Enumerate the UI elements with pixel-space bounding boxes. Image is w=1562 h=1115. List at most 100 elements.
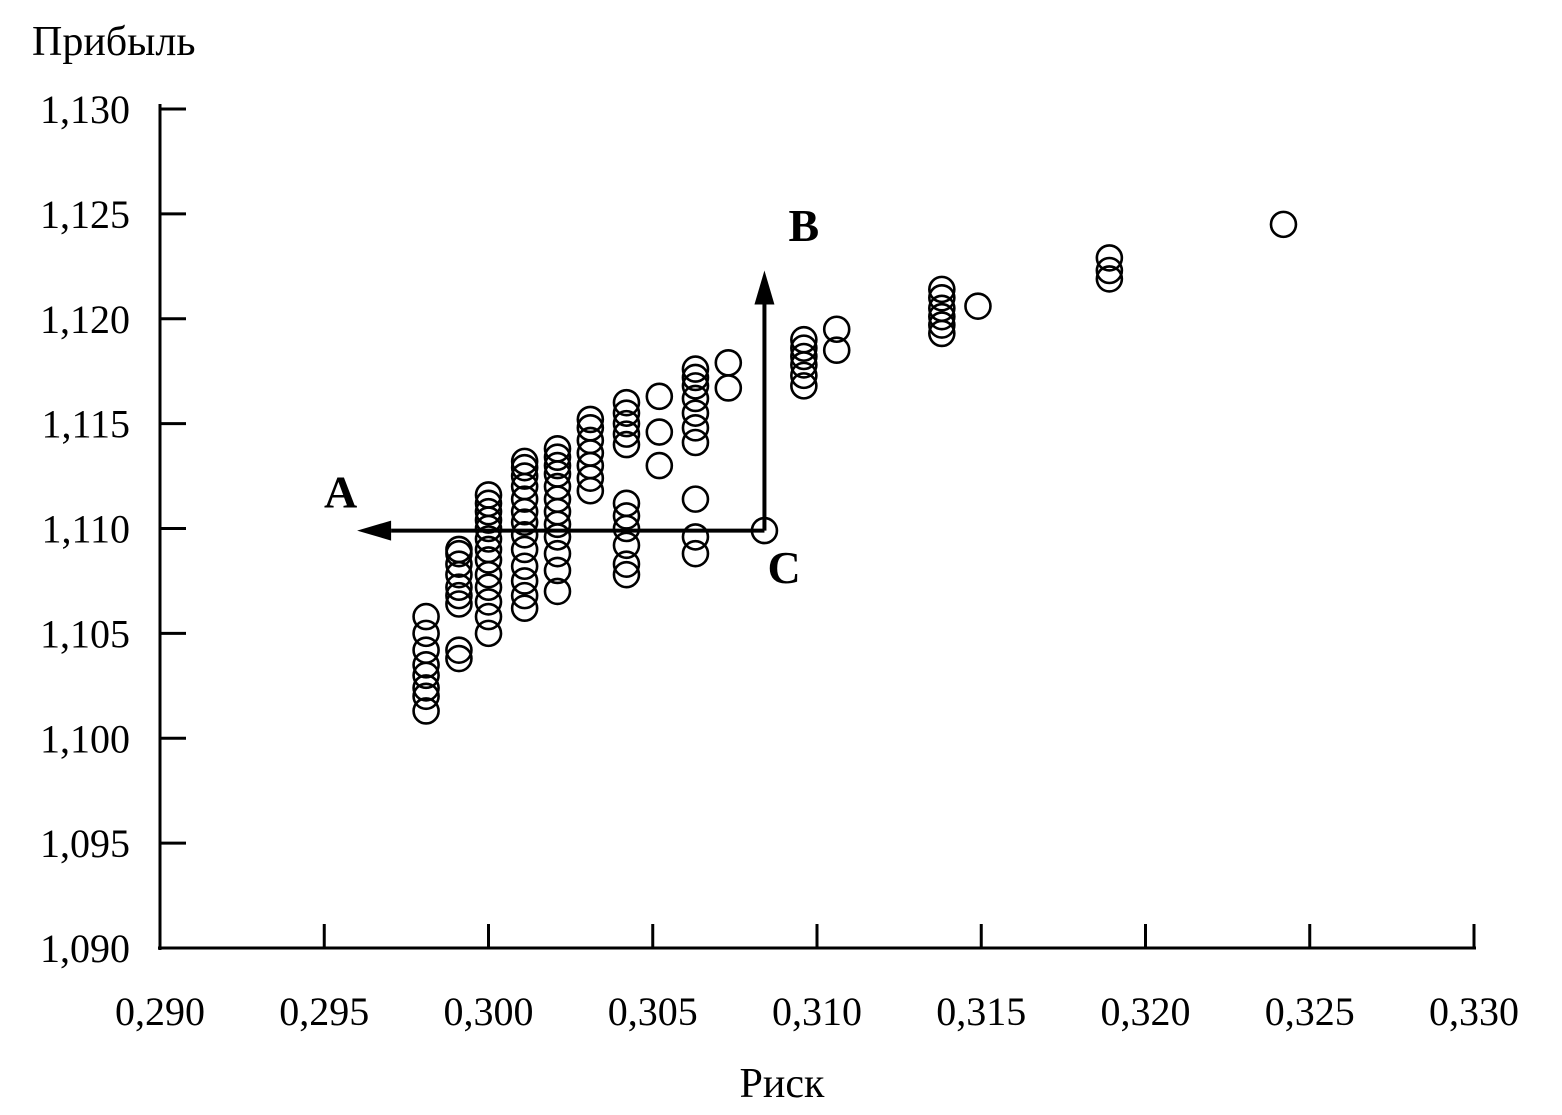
x-tick-label: 0,325 [1265,989,1355,1034]
data-point [412,636,440,664]
point-annotations: A B C [324,200,819,593]
data-point [928,311,956,339]
data-point [681,363,710,392]
data-point [1095,244,1124,272]
x-ticks: 0,290 0,295 0,300 0,305 0,310 0,315 0,320 0,325… [115,924,1519,1034]
data-point [612,399,641,427]
scatter-points [412,210,1298,725]
data-point [510,508,539,537]
data-point [510,594,539,623]
data-point [543,556,572,585]
y-tick-label: 1,105 [40,611,130,656]
data-point [681,399,710,427]
x-tick-label: 0,310 [772,989,862,1034]
x-tick-label: 0,330 [1429,989,1519,1034]
data-point [445,590,473,618]
data-point [510,520,539,549]
data-point [510,453,539,482]
y-tick-label: 1,125 [40,192,130,237]
data-point [612,430,641,459]
data-point [790,361,818,390]
data-point [790,325,818,354]
data-point [1095,256,1124,285]
x-tick-label: 0,315 [936,989,1026,1034]
y-tick-label: 1,100 [40,716,130,761]
y-tick-label: 1,120 [40,297,130,342]
data-point [645,382,674,411]
data-point [412,602,440,631]
data-point [412,651,440,679]
data-point [790,342,818,371]
data-point [474,497,503,526]
data-point [790,334,818,362]
data-point [612,550,641,578]
data-point [543,443,572,471]
data-point [576,414,605,442]
data-point [576,426,605,455]
data-point [645,418,674,446]
data-point [474,525,503,553]
data-point [822,336,851,365]
data-point [681,523,710,551]
data-point [445,573,473,602]
x-tick-label: 0,305 [608,989,698,1034]
data-point [714,348,743,377]
annotation-label-c: C [768,542,801,593]
data-point [445,636,473,664]
y-tick-label: 1,095 [40,821,130,866]
x-tick-label: 0,295 [279,989,369,1034]
data-point [510,581,539,610]
data-point [543,451,572,480]
data-point [612,502,641,530]
y-ticks: 1,090 1,095 1,100 1,105 1,110 1,115 1,120 1,125… [40,87,186,971]
data-point [1269,210,1298,239]
data-point [543,472,572,501]
data-point [928,294,956,323]
data-point [1095,265,1124,293]
y-tick-label: 1,130 [40,87,130,132]
data-point [790,372,818,400]
data-point [510,447,539,476]
data-point [445,581,473,610]
data-point [681,539,710,568]
y-tick-label: 1,115 [41,402,130,447]
y-tick-label: 1,110 [41,507,130,552]
data-point [474,588,503,616]
data-point [412,619,440,648]
x-axis-title: Риск [740,1061,825,1107]
data-point [543,539,572,568]
data-point [750,516,779,545]
data-point [474,489,503,518]
data-point [510,485,539,513]
data-point [510,535,539,564]
data-point [681,414,710,442]
data-point [681,384,710,413]
data-point [681,485,710,513]
data-point [445,550,473,578]
y-tick-label: 1,090 [40,926,130,971]
arrow-head [754,270,775,305]
data-point [445,644,473,673]
data-point [543,434,572,463]
annotation-label-a: A [324,467,357,518]
annotation-arrows [357,270,775,541]
data-point [474,602,503,631]
arrow-head [357,520,392,541]
annotation-label-b: B [789,200,820,251]
data-point [612,409,641,438]
data-point [474,573,503,602]
data-point [612,489,641,518]
x-tick-label: 0,290 [115,989,205,1034]
data-point [412,674,440,702]
x-tick-label: 0,320 [1101,989,1191,1034]
data-point [576,405,605,434]
data-point [510,552,539,581]
data-point [612,531,641,560]
x-tick-label: 0,300 [444,989,534,1034]
data-point [474,619,503,648]
data-point [928,302,956,331]
data-point [543,577,572,606]
data-point [928,275,956,304]
data-point [645,451,674,480]
data-point [681,355,710,383]
